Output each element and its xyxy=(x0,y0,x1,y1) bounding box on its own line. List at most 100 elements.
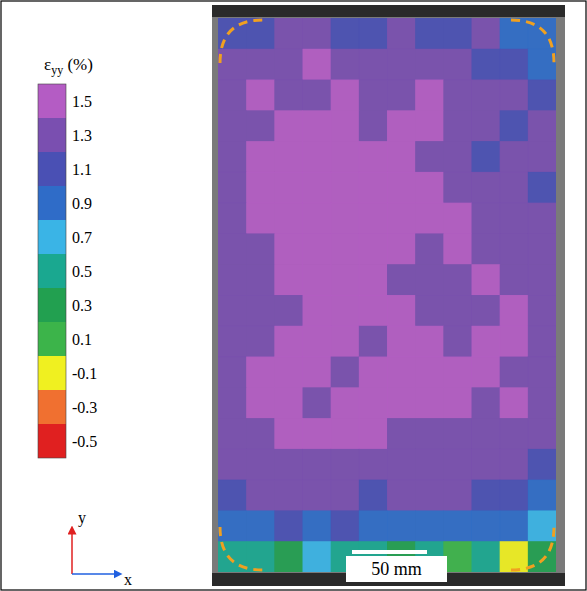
corner-markers xyxy=(220,20,554,570)
heat-cell xyxy=(246,541,275,572)
heat-cell xyxy=(472,264,501,295)
heat-cell xyxy=(218,172,247,203)
heat-cell xyxy=(246,326,275,357)
heat-cell xyxy=(443,541,472,572)
heat-cell xyxy=(274,418,303,449)
color-bar-label: εyy (%) xyxy=(44,55,93,77)
heat-cell xyxy=(415,510,444,541)
color-swatch xyxy=(38,118,66,152)
heat-cell xyxy=(443,510,472,541)
color-swatch xyxy=(38,424,66,458)
heat-cell xyxy=(359,387,388,418)
heat-cell xyxy=(246,357,275,388)
heat-cell xyxy=(415,233,444,264)
color-swatch xyxy=(38,84,66,118)
heat-cell xyxy=(246,18,275,49)
heat-cell xyxy=(387,357,416,388)
heat-cell xyxy=(303,172,332,203)
heat-cell xyxy=(387,480,416,511)
heat-cell xyxy=(303,541,332,572)
heat-cell xyxy=(274,233,303,264)
heat-cell xyxy=(218,295,247,326)
color-bar: εyy (%)1.51.31.10.90.70.50.30.1-0.1-0.3-… xyxy=(38,55,97,458)
corner-marker xyxy=(220,527,263,570)
heat-cell xyxy=(443,110,472,141)
heat-cell xyxy=(274,357,303,388)
color-bar-tick-label: 1.1 xyxy=(72,161,92,178)
heat-cell xyxy=(218,387,247,418)
heat-cell xyxy=(331,203,360,234)
heat-cell xyxy=(500,172,529,203)
color-swatch xyxy=(38,390,66,424)
heat-cell xyxy=(500,18,529,49)
heat-cell xyxy=(246,387,275,418)
corner-marker xyxy=(220,20,263,63)
heat-cell xyxy=(359,264,388,295)
heat-cell xyxy=(359,18,388,49)
heat-cell xyxy=(246,510,275,541)
color-bar-tick-label: 1.5 xyxy=(72,93,92,110)
color-bar-tick-label: -0.5 xyxy=(72,433,97,450)
heat-cell xyxy=(218,49,247,80)
heat-cell xyxy=(331,141,360,172)
y-arrow xyxy=(71,530,73,574)
heat-cell xyxy=(500,541,529,572)
heat-cell xyxy=(500,387,529,418)
heat-cell xyxy=(246,172,275,203)
heat-cell xyxy=(246,480,275,511)
heat-cell xyxy=(274,110,303,141)
heat-cell xyxy=(303,510,332,541)
heat-cell xyxy=(303,264,332,295)
heat-cell xyxy=(303,387,332,418)
heat-cell xyxy=(500,357,529,388)
heat-cell xyxy=(246,233,275,264)
heat-cell xyxy=(359,449,388,480)
heat-cell xyxy=(303,326,332,357)
heat-cell xyxy=(415,264,444,295)
heat-cell xyxy=(472,326,501,357)
heat-cell xyxy=(274,49,303,80)
heat-cell xyxy=(274,326,303,357)
color-swatch xyxy=(38,254,66,288)
heat-cell xyxy=(500,510,529,541)
heat-cell xyxy=(415,203,444,234)
heat-cell xyxy=(274,510,303,541)
heat-cell xyxy=(528,449,556,480)
heat-cell xyxy=(500,449,529,480)
heat-cell xyxy=(274,295,303,326)
heat-cell xyxy=(359,141,388,172)
heat-cell xyxy=(500,264,529,295)
heat-cell xyxy=(472,295,501,326)
heat-cell xyxy=(218,510,247,541)
scale-bar: 50 mm xyxy=(346,552,447,582)
heat-cell xyxy=(303,418,332,449)
heat-cell xyxy=(387,49,416,80)
heat-cell xyxy=(387,510,416,541)
heat-cell xyxy=(415,18,444,49)
heat-cell xyxy=(472,18,501,49)
heat-cell xyxy=(415,449,444,480)
heat-cell xyxy=(528,326,556,357)
heat-cell xyxy=(359,203,388,234)
heat-cell xyxy=(218,80,247,111)
heat-cell xyxy=(331,233,360,264)
heat-cell xyxy=(443,49,472,80)
color-bar-tick-label: -0.3 xyxy=(72,399,97,416)
heat-cell xyxy=(415,141,444,172)
heat-cell xyxy=(443,418,472,449)
heat-cell xyxy=(500,110,529,141)
heat-cell xyxy=(528,264,556,295)
heat-cell xyxy=(359,480,388,511)
heat-cell xyxy=(472,233,501,264)
heat-cell xyxy=(218,480,247,511)
heat-cell xyxy=(443,233,472,264)
heat-cell xyxy=(246,80,275,111)
heat-cell xyxy=(303,110,332,141)
heat-cell xyxy=(472,541,501,572)
heat-cell xyxy=(359,418,388,449)
heat-cell xyxy=(443,357,472,388)
heat-cell xyxy=(246,418,275,449)
heat-cell xyxy=(472,449,501,480)
heat-cell xyxy=(218,357,247,388)
color-bar-tick-label: -0.1 xyxy=(72,365,97,382)
